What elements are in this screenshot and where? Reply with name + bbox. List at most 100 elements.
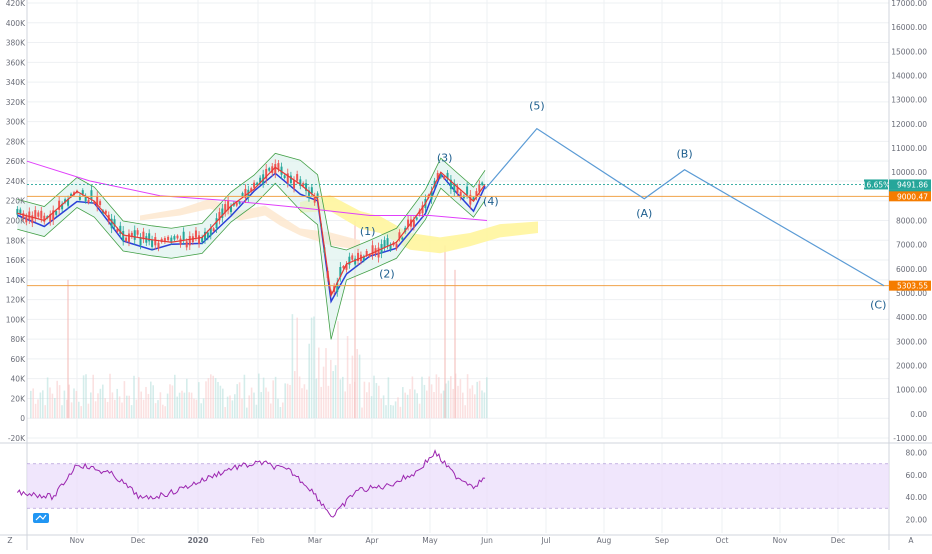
volume-bar xyxy=(284,383,286,419)
volume-bar xyxy=(212,375,214,419)
candle-body xyxy=(176,235,179,239)
volume-bar xyxy=(358,354,361,419)
candle-body xyxy=(421,205,424,214)
volume-bar xyxy=(190,392,193,419)
candle-body xyxy=(307,190,310,198)
left-axis-tick: 100K xyxy=(6,315,26,324)
volume-bar xyxy=(258,373,260,419)
volume-bar xyxy=(138,377,140,419)
right-axis-tick: 13000.00 xyxy=(891,96,927,105)
candle-body xyxy=(154,237,157,246)
candle-body xyxy=(198,235,201,244)
right-axis-tick: 15000.00 xyxy=(891,47,927,56)
volume-bar xyxy=(51,393,54,419)
candle-body xyxy=(64,199,67,203)
volume-bar xyxy=(166,393,169,419)
volume-bar xyxy=(253,392,255,419)
x-axis-tick: 2020 xyxy=(188,536,209,545)
right-axis-tick: 2000.00 xyxy=(896,362,927,371)
volume-bar xyxy=(248,395,250,419)
candle-body xyxy=(299,179,302,186)
left-axis-tick: 420K xyxy=(6,0,26,8)
candle-body xyxy=(280,166,283,175)
volume-bar xyxy=(418,403,421,419)
candle-body xyxy=(293,180,296,189)
candle-body xyxy=(386,238,389,246)
volume-bar xyxy=(416,393,418,419)
candle-body xyxy=(25,216,28,223)
volume-bar xyxy=(476,381,478,419)
volume-bar xyxy=(164,406,166,419)
volume-bar xyxy=(452,388,454,419)
volume-bar xyxy=(394,401,397,419)
volume-bar xyxy=(224,407,226,419)
volume-bar xyxy=(325,348,327,419)
x-axis-tick: Aug xyxy=(597,536,612,545)
candle-body xyxy=(148,233,151,242)
volume-bar xyxy=(402,387,404,419)
candle-body xyxy=(357,252,360,262)
left-axis-tick: 160K xyxy=(6,256,26,265)
candle-body xyxy=(310,187,313,194)
timezone-button[interactable]: Z xyxy=(7,536,12,545)
volume-bar xyxy=(327,385,330,419)
left-axis-tick: 280K xyxy=(6,137,26,146)
volume-bar xyxy=(457,385,459,419)
candle-body xyxy=(19,209,22,214)
candle-body xyxy=(119,225,122,234)
candle-body xyxy=(383,240,386,248)
volume-bar xyxy=(106,401,109,419)
candle-body xyxy=(139,237,142,246)
volume-bar xyxy=(111,392,114,419)
volume-bar xyxy=(351,355,354,419)
volume-bar xyxy=(214,378,217,419)
volume-bar xyxy=(442,390,445,419)
volume-bar xyxy=(94,401,97,419)
volume-bar xyxy=(56,380,58,419)
level-tag-1: 9000.47 xyxy=(897,192,928,201)
candle-body xyxy=(16,208,19,215)
left-axis-tick: 0 xyxy=(20,414,25,423)
candle-body xyxy=(49,214,52,222)
candle-body xyxy=(170,237,173,243)
volume-bar xyxy=(243,374,246,419)
candle-body xyxy=(345,264,348,270)
volume-bar xyxy=(318,347,320,419)
ichimoku-cloud xyxy=(140,198,360,251)
bollinger-upper xyxy=(17,152,486,251)
candle-body xyxy=(316,193,319,198)
volume-bar xyxy=(49,387,51,419)
price-tag-bg xyxy=(889,179,931,190)
wave-label-3: (3) xyxy=(437,151,453,164)
candle-body xyxy=(157,242,160,249)
volume-bar xyxy=(205,381,207,419)
left-axis-tick: 120K xyxy=(6,296,26,305)
volume-bar xyxy=(150,381,152,419)
volume-bar xyxy=(471,385,474,419)
volume-bar xyxy=(286,383,289,419)
volume-bar xyxy=(450,376,452,419)
volume-bar xyxy=(272,380,274,419)
wave-label-1: (1) xyxy=(360,225,376,238)
candle-body xyxy=(201,237,204,242)
left-axis-tick: 180K xyxy=(6,236,26,245)
rsi-axis-tick: 20.00 xyxy=(906,515,928,524)
volume-bar xyxy=(279,407,282,419)
candle-body xyxy=(87,199,90,203)
x-axis-tick: Jul xyxy=(540,536,550,545)
candle-body xyxy=(110,218,113,229)
candle-body xyxy=(286,173,289,183)
x-axis-tick: Nov xyxy=(70,536,85,545)
auto-scale-button[interactable]: A xyxy=(908,536,914,545)
volume-bar xyxy=(344,391,346,419)
candle-body xyxy=(227,201,230,210)
volume-bar xyxy=(154,403,157,419)
candle-body xyxy=(163,238,166,243)
volume-bar xyxy=(70,402,73,419)
candle-body xyxy=(122,230,125,241)
rsi-axis-tick: 60.00 xyxy=(906,471,928,480)
level-tag-bg-1 xyxy=(889,191,931,202)
volume-bar xyxy=(289,384,291,419)
